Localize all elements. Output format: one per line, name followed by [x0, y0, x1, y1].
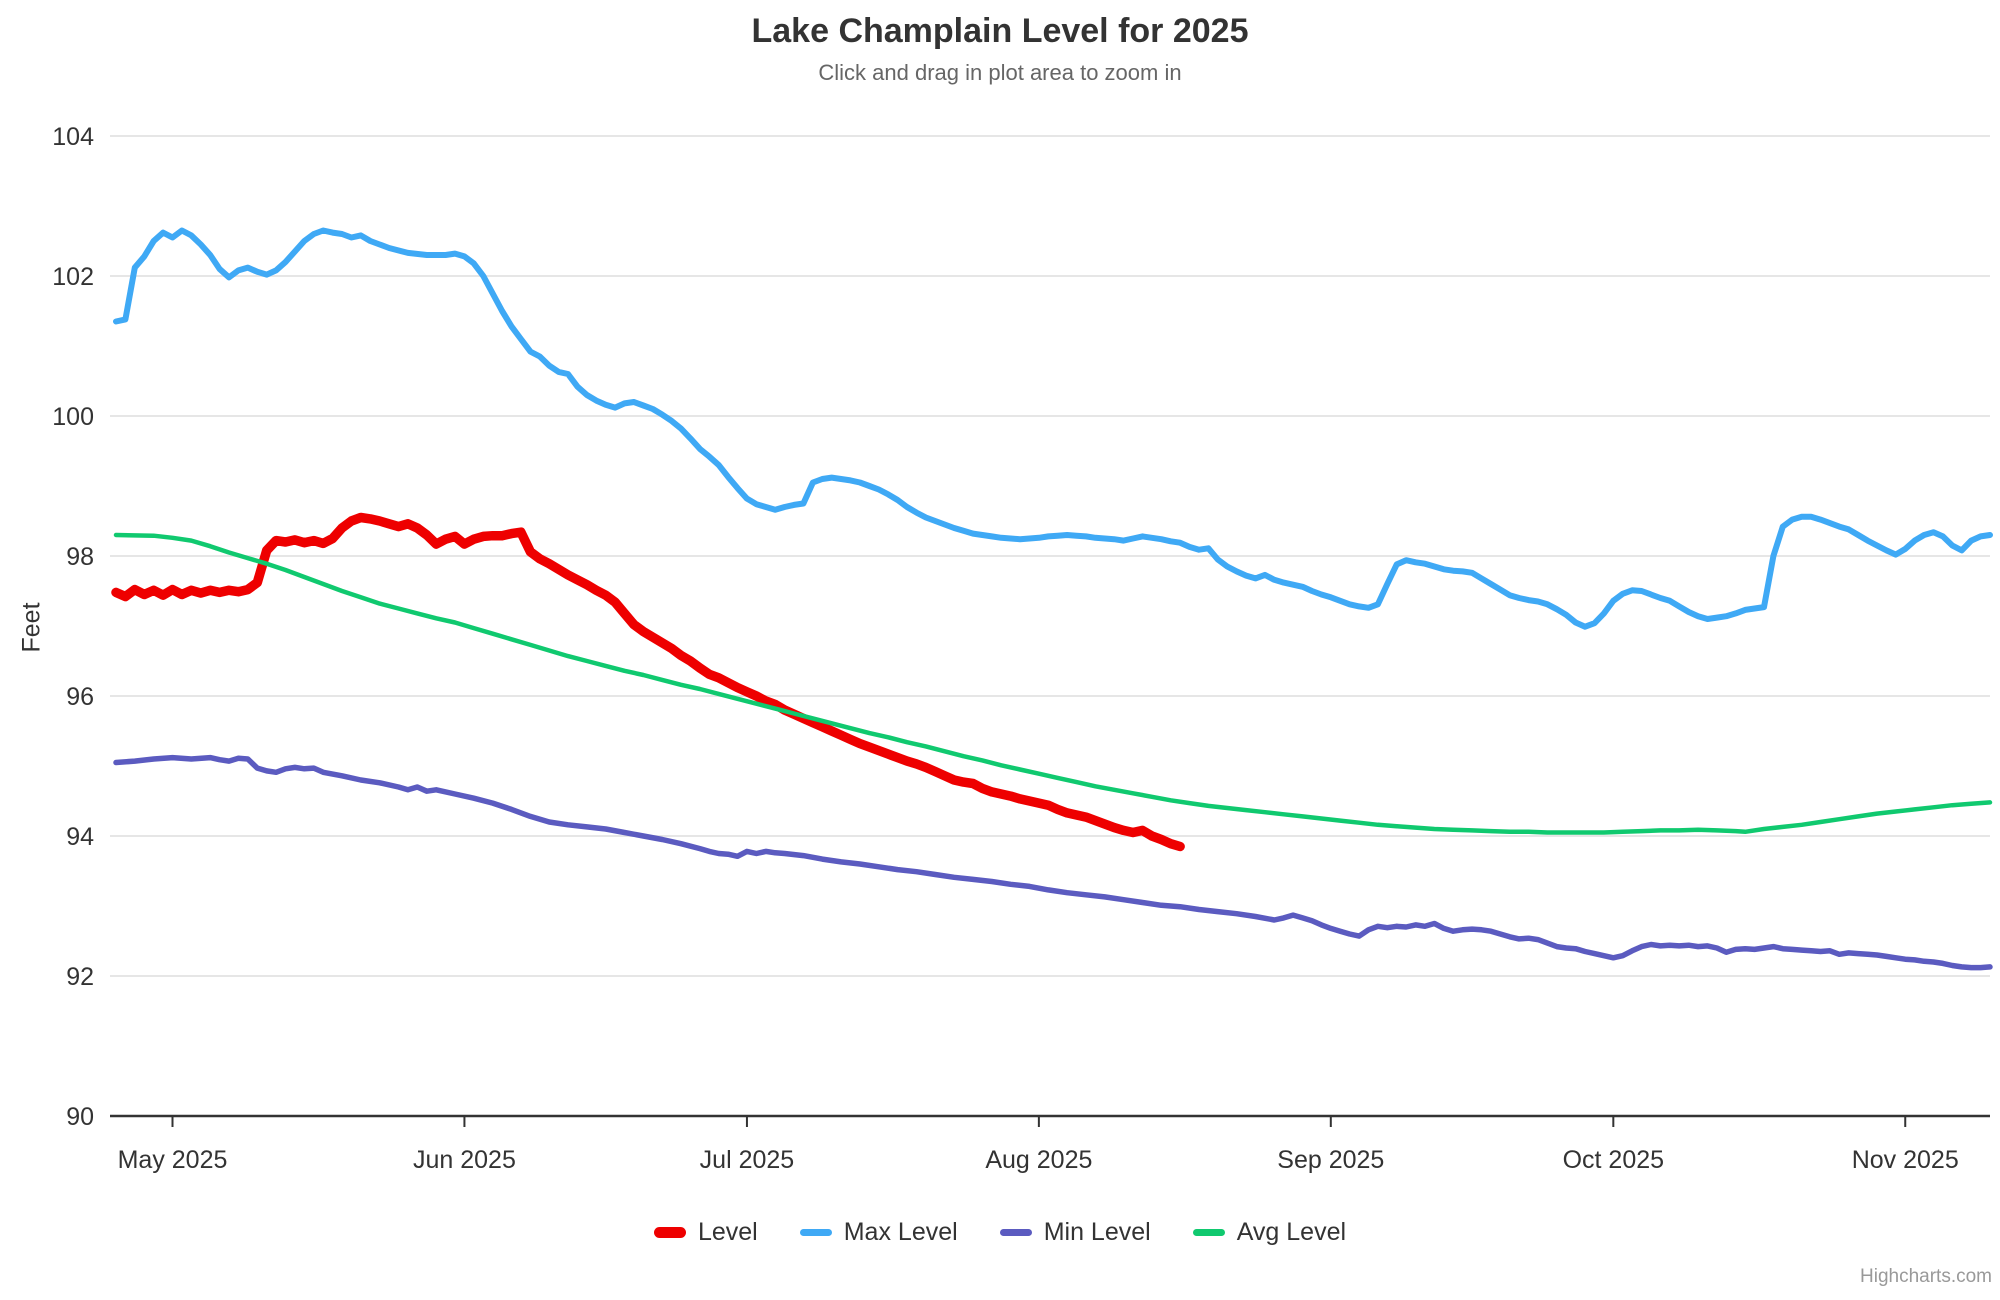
series-line-level [111, 512, 1185, 852]
legend-marker-icon [1192, 1229, 1225, 1236]
y-tick-label-92: 92 [66, 963, 94, 991]
x-tick-label: Nov 2025 [1852, 1146, 1959, 1174]
legend-item-min-level[interactable]: Min Level [999, 1218, 1151, 1247]
series-line-max-level [113, 227, 1993, 630]
y-tick-label-100: 100 [52, 403, 94, 431]
y-tick-label-104: 104 [52, 123, 94, 151]
legend-item-max-level[interactable]: Max Level [799, 1218, 958, 1247]
y-tick-label-98: 98 [66, 543, 94, 571]
legend: Level Max Level Min Level Avg Level [0, 1218, 2000, 1247]
chart-title: Lake Champlain Level for 2025 [751, 12, 1249, 50]
series-line-avg-level [113, 532, 1993, 835]
legend-marker-icon [999, 1229, 1032, 1236]
y-tick-label-94: 94 [66, 823, 94, 851]
y-tick-label-90: 90 [66, 1103, 94, 1131]
legend-label: Max Level [843, 1218, 958, 1246]
x-tick-label: May 2025 [118, 1146, 228, 1174]
plot-area[interactable] [110, 136, 1990, 1116]
legend-item-avg-level[interactable]: Avg Level [1192, 1218, 1347, 1247]
legend-marker-icon [653, 1227, 686, 1238]
x-tick-label: Aug 2025 [985, 1146, 1092, 1174]
x-tick-label: Oct 2025 [1563, 1146, 1664, 1174]
y-tick-label-96: 96 [66, 683, 94, 711]
chart-subtitle: Click and drag in plot area to zoom in [818, 60, 1182, 85]
legend-marker-icon [799, 1229, 832, 1236]
highcharts-credits[interactable]: Highcharts.com [1860, 1266, 1992, 1287]
y-tick-label-102: 102 [52, 263, 94, 291]
x-tick-label: Jun 2025 [413, 1146, 516, 1174]
legend-label: Min Level [1043, 1218, 1151, 1246]
legend-label: Level [697, 1218, 758, 1246]
x-tick-label: Jul 2025 [700, 1146, 795, 1174]
x-tick-label: Sep 2025 [1277, 1146, 1384, 1174]
legend-item-level[interactable]: Level [653, 1218, 758, 1247]
legend-label: Avg Level [1236, 1218, 1347, 1246]
series-line-min-level [113, 754, 1993, 971]
